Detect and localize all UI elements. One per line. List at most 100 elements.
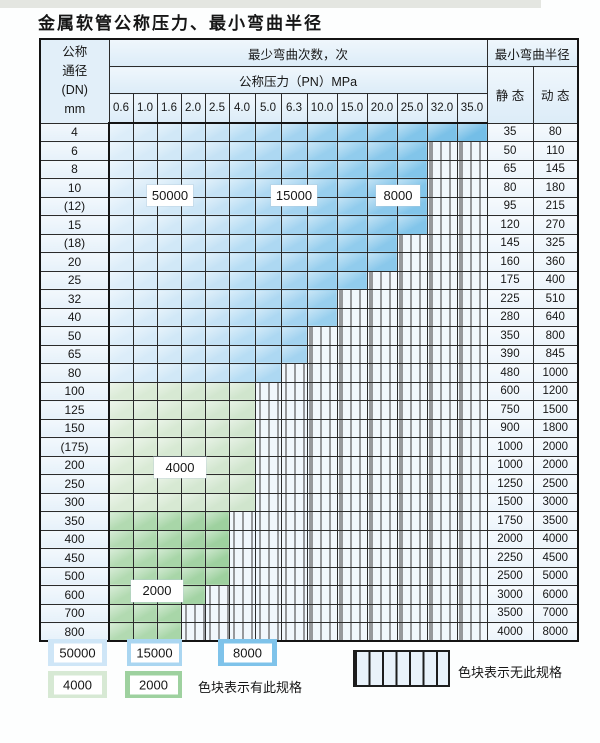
no-spec-cell bbox=[396, 400, 428, 420]
spec-cell bbox=[228, 159, 256, 179]
no-spec-cell bbox=[204, 622, 230, 642]
spec-cell bbox=[108, 122, 134, 142]
spec-cell bbox=[228, 233, 256, 253]
no-spec-cell bbox=[456, 326, 488, 346]
no-spec-cell bbox=[426, 455, 458, 475]
spec-cell bbox=[280, 252, 308, 272]
spec-cell bbox=[280, 270, 308, 290]
spec-cell bbox=[180, 418, 206, 438]
spec-cell bbox=[228, 270, 256, 290]
no-spec-cell bbox=[426, 437, 458, 457]
spec-cell bbox=[156, 548, 182, 568]
dn-cell: 500 bbox=[39, 566, 110, 586]
table-row: 50 350 800 bbox=[39, 326, 579, 346]
no-spec-cell bbox=[306, 603, 338, 623]
spec-cell bbox=[204, 344, 230, 364]
spec-cell bbox=[108, 622, 134, 642]
spec-cell bbox=[204, 307, 230, 327]
no-spec-cell bbox=[336, 529, 368, 549]
dynamic-radius-cell: 2000 bbox=[532, 437, 579, 457]
dynamic-radius-cell: 4000 bbox=[532, 529, 579, 549]
no-spec-cell bbox=[366, 474, 398, 494]
dn-cell: 40 bbox=[39, 307, 110, 327]
no-spec-cell bbox=[456, 622, 488, 642]
no-spec-cell bbox=[280, 381, 308, 401]
spec-cell bbox=[306, 289, 338, 309]
no-spec-cell bbox=[396, 622, 428, 642]
spec-cell bbox=[204, 122, 230, 142]
spec-cell bbox=[156, 418, 182, 438]
spec-cell bbox=[180, 400, 206, 420]
no-spec-cell bbox=[180, 622, 206, 642]
dynamic-radius-cell: 1800 bbox=[532, 418, 579, 438]
zone-label-4000: 4000 bbox=[154, 457, 206, 478]
pressure-col-header: 25.0 bbox=[396, 93, 428, 124]
no-spec-cell bbox=[254, 381, 282, 401]
no-spec-cell bbox=[280, 511, 308, 531]
spec-cell bbox=[204, 252, 230, 272]
spec-cell bbox=[180, 548, 206, 568]
no-spec-cell bbox=[336, 511, 368, 531]
spec-cell bbox=[336, 252, 368, 272]
no-spec-cell bbox=[456, 159, 488, 179]
legend-swatch-8000: 8000 bbox=[218, 639, 277, 666]
spec-cell bbox=[204, 326, 230, 346]
spec-cell bbox=[108, 289, 134, 309]
no-spec-cell bbox=[366, 289, 398, 309]
no-spec-cell bbox=[426, 548, 458, 568]
spec-cell bbox=[204, 178, 230, 198]
spec-cell bbox=[180, 511, 206, 531]
no-spec-cell bbox=[280, 622, 308, 642]
no-spec-cell bbox=[396, 529, 428, 549]
spec-cell bbox=[254, 215, 282, 235]
spec-cell bbox=[254, 289, 282, 309]
no-spec-cell bbox=[426, 418, 458, 438]
spec-cell bbox=[366, 141, 398, 161]
spec-cell bbox=[180, 122, 206, 142]
spec-cell bbox=[180, 344, 206, 364]
spec-cell bbox=[254, 196, 282, 216]
no-spec-cell bbox=[336, 381, 368, 401]
static-radius-cell: 50 bbox=[486, 141, 534, 161]
spec-cell bbox=[180, 529, 206, 549]
no-spec-cell bbox=[306, 529, 338, 549]
no-spec-cell bbox=[426, 492, 458, 512]
no-spec-cell bbox=[396, 603, 428, 623]
spec-cell bbox=[132, 141, 158, 161]
legend-swatch-4000: 4000 bbox=[48, 671, 107, 698]
dn-header-line1: 公称 bbox=[62, 45, 88, 60]
spec-cell bbox=[228, 363, 256, 383]
legend-swatch-8000-label: 8000 bbox=[223, 643, 272, 662]
spec-cell bbox=[228, 400, 256, 420]
no-spec-cell bbox=[456, 529, 488, 549]
spec-cell bbox=[228, 492, 256, 512]
no-spec-cell bbox=[366, 307, 398, 327]
no-spec-cell bbox=[366, 418, 398, 438]
spec-cell bbox=[108, 159, 134, 179]
dn-cell: 8 bbox=[39, 159, 110, 179]
spec-cell bbox=[280, 122, 308, 142]
table-row: 20 160 360 bbox=[39, 252, 579, 272]
no-spec-cell bbox=[254, 511, 282, 531]
no-spec-cell bbox=[426, 289, 458, 309]
spec-cell bbox=[108, 344, 134, 364]
table-row: 600 3000 6000 bbox=[39, 585, 579, 605]
spec-cell bbox=[254, 270, 282, 290]
no-spec-cell bbox=[306, 566, 338, 586]
dynamic-radius-cell: 3000 bbox=[532, 492, 579, 512]
no-spec-cell bbox=[396, 492, 428, 512]
spec-cell bbox=[108, 529, 134, 549]
spec-cell bbox=[306, 252, 338, 272]
spec-cell bbox=[306, 159, 338, 179]
dn-cell: 10 bbox=[39, 178, 110, 198]
spec-cell bbox=[306, 233, 338, 253]
no-spec-cell bbox=[426, 178, 458, 198]
spec-cell bbox=[156, 233, 182, 253]
spec-cell bbox=[180, 492, 206, 512]
no-spec-cell bbox=[396, 381, 428, 401]
no-spec-cell bbox=[456, 474, 488, 494]
spec-cell bbox=[108, 233, 134, 253]
dynamic-radius-cell: 110 bbox=[532, 141, 579, 161]
spec-cell bbox=[336, 178, 368, 198]
spec-cell bbox=[108, 270, 134, 290]
